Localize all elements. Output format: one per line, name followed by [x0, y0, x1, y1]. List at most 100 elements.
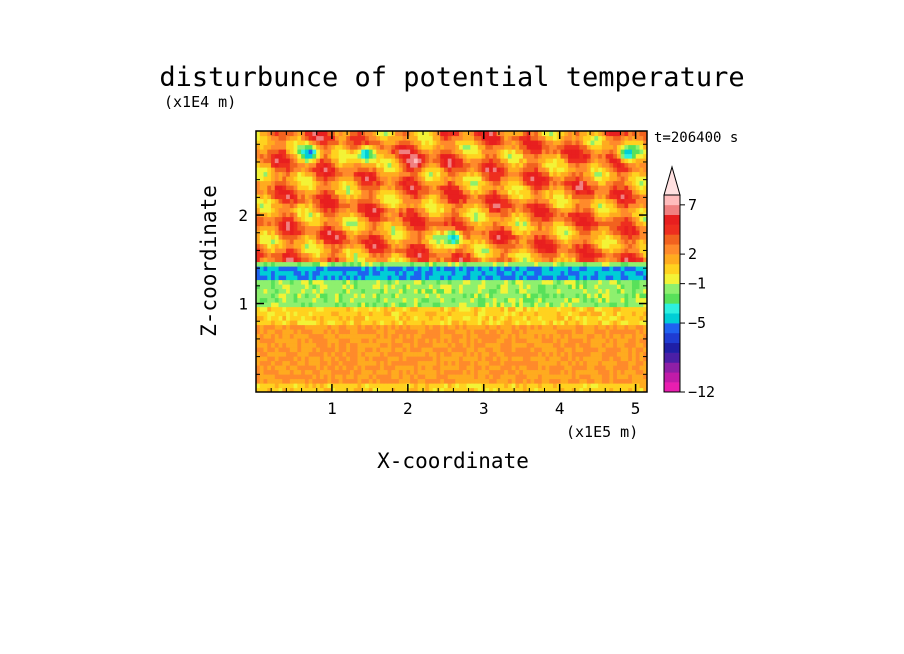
heatmap-cell	[549, 239, 554, 245]
heatmap-cell	[289, 198, 295, 204]
heatmap-cell	[462, 239, 468, 245]
heatmap-cell	[271, 243, 276, 249]
heatmap-cell	[537, 225, 543, 231]
heatmap-cell	[278, 360, 283, 366]
heatmap-cell	[526, 234, 532, 240]
heatmap-cell	[421, 212, 426, 218]
heatmap-cell	[372, 387, 377, 392]
heatmap-cell	[616, 360, 622, 366]
heatmap-cell	[586, 176, 592, 182]
heatmap-cell	[395, 261, 400, 267]
heatmap-cell	[553, 234, 558, 240]
heatmap-cell	[545, 261, 550, 267]
heatmap-cell	[406, 333, 411, 339]
heatmap-cell	[421, 284, 426, 290]
heatmap-cell	[522, 176, 528, 182]
heatmap-cell	[353, 369, 359, 375]
heatmap-cell	[365, 306, 370, 312]
heatmap-cell	[601, 180, 607, 186]
heatmap-cell	[571, 302, 577, 308]
heatmap-cell	[376, 270, 381, 276]
heatmap-cell	[624, 198, 629, 204]
heatmap-cell	[624, 338, 629, 344]
heatmap-cell	[451, 212, 456, 218]
heatmap-cell	[289, 252, 295, 258]
heatmap-cell	[353, 374, 359, 380]
heatmap-cell	[620, 329, 626, 335]
heatmap-cell	[519, 288, 524, 294]
heatmap-cell	[507, 324, 513, 330]
heatmap-cell	[436, 284, 441, 290]
heatmap-cell	[511, 180, 517, 186]
heatmap-cell	[553, 279, 558, 285]
heatmap-cell	[267, 383, 272, 389]
heatmap-cell	[613, 257, 618, 263]
heatmap-cell	[376, 176, 381, 182]
heatmap-cell	[413, 257, 419, 263]
heatmap-cell	[432, 306, 438, 312]
heatmap-cell	[628, 225, 633, 231]
heatmap-cell	[368, 338, 374, 344]
heatmap-cell	[278, 194, 283, 200]
heatmap-cell	[635, 275, 641, 281]
heatmap-cell	[327, 212, 332, 218]
heatmap-cell	[372, 342, 377, 348]
heatmap-cell	[455, 387, 460, 392]
heatmap-cell	[263, 185, 268, 191]
heatmap-cell	[613, 347, 618, 353]
heatmap-cell	[590, 288, 595, 294]
heatmap-cell	[286, 275, 291, 281]
heatmap-cell	[489, 189, 494, 195]
heatmap-cell	[406, 347, 411, 353]
heatmap-cell	[489, 234, 494, 240]
heatmap-cell	[278, 279, 283, 285]
heatmap-cell	[413, 302, 419, 308]
heatmap-cell	[462, 360, 468, 366]
heatmap-cell	[259, 342, 265, 348]
heatmap-cell	[616, 198, 622, 204]
heatmap-cell	[323, 216, 329, 222]
heatmap-cell	[417, 180, 423, 186]
heatmap-cell	[466, 311, 471, 317]
heatmap-cell	[398, 216, 404, 222]
heatmap-cell	[451, 351, 456, 357]
heatmap-cell	[380, 180, 385, 186]
heatmap-cell	[504, 333, 509, 339]
heatmap-cell	[519, 221, 524, 227]
heatmap-cell	[263, 275, 268, 281]
heatmap-cell	[278, 207, 283, 213]
heatmap-cell	[511, 212, 517, 218]
heatmap-cell	[594, 176, 599, 182]
heatmap-cell	[504, 378, 509, 384]
heatmap-cell	[586, 338, 592, 344]
heatmap-cell	[293, 189, 298, 195]
heatmap-cell	[413, 221, 419, 227]
heatmap-cell	[613, 230, 618, 236]
heatmap-cell	[613, 383, 618, 389]
heatmap-cell	[259, 261, 265, 267]
heatmap-cell	[286, 383, 291, 389]
heatmap-cell	[425, 378, 430, 384]
heatmap-cell	[274, 234, 280, 240]
heatmap-cell	[519, 212, 524, 218]
heatmap-cell	[466, 338, 471, 344]
heatmap-cell	[507, 266, 513, 272]
heatmap-cell	[331, 338, 336, 344]
heatmap-cell	[286, 185, 291, 191]
heatmap-cell	[380, 216, 385, 222]
heatmap-cell	[474, 369, 479, 375]
heatmap-cell	[526, 320, 532, 326]
heatmap-cell	[365, 315, 370, 321]
heatmap-cell	[323, 234, 329, 240]
heatmap-cell	[462, 207, 468, 213]
heatmap-cell	[432, 225, 438, 231]
heatmap-cell	[267, 185, 272, 191]
heatmap-cell	[545, 221, 550, 227]
heatmap-cell	[293, 338, 298, 344]
heatmap-cell	[308, 216, 313, 222]
heatmap-cell	[466, 257, 471, 263]
heatmap-cell	[428, 347, 434, 353]
heatmap-cell	[560, 207, 565, 213]
heatmap-cell	[316, 320, 321, 326]
heatmap-cell	[432, 383, 438, 389]
